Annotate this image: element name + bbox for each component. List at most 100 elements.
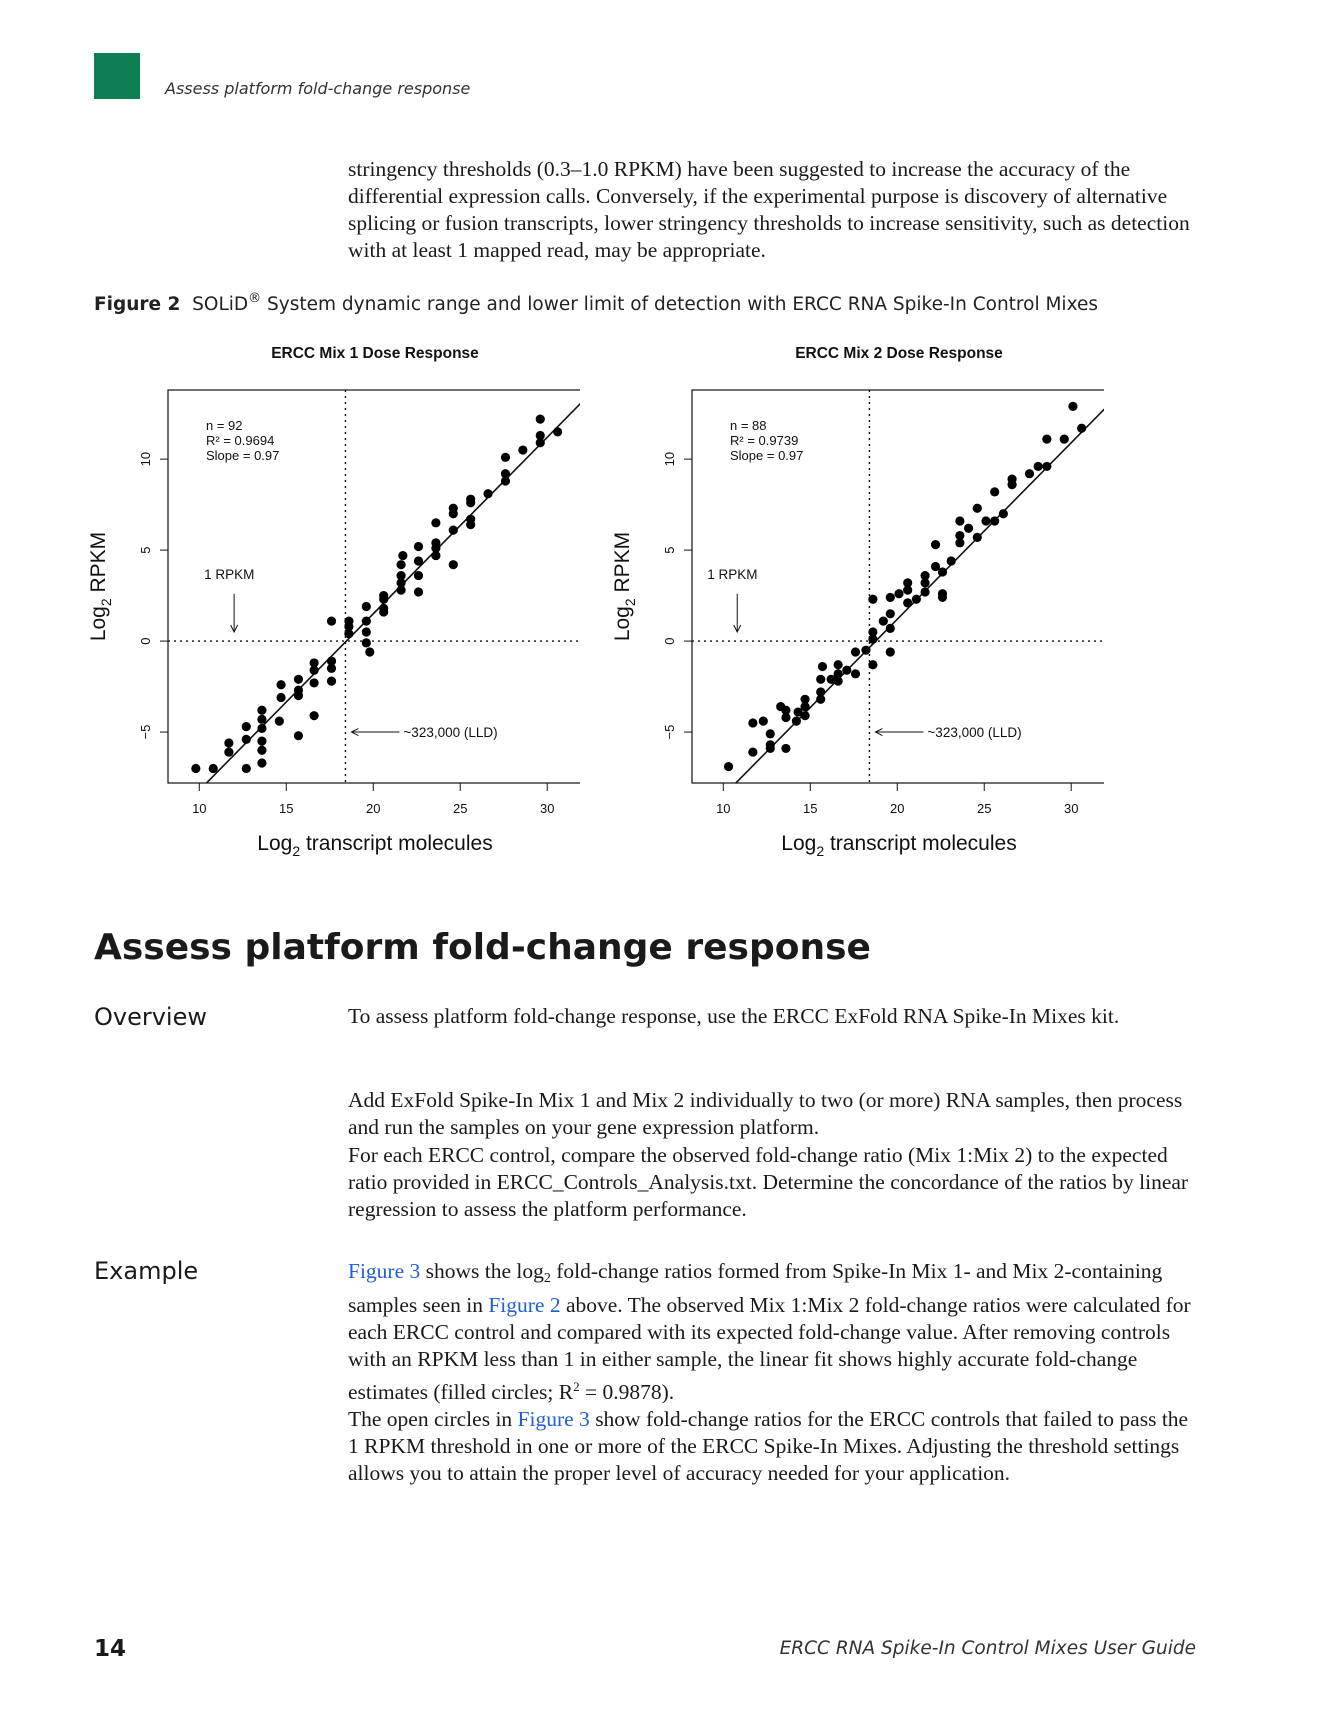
x-axis-label-rest: transcript molecules <box>300 832 493 855</box>
data-point <box>500 469 511 479</box>
figure-3-link[interactable]: Figure 3 <box>517 1407 590 1431</box>
data-point <box>765 743 775 754</box>
data-point <box>1033 461 1043 472</box>
data-point <box>955 516 965 526</box>
data-point <box>257 736 267 746</box>
intro-paragraph: stringency thresholds (0.3–1.0 RPKM) hav… <box>348 157 1190 262</box>
data-point <box>920 578 930 588</box>
data-point <box>361 627 371 637</box>
scatter-plot-svg: ERCC Mix 1 Dose Response 10 15 20 25 30 −5 0 5 10… <box>87 345 583 859</box>
registered-mark: ® <box>248 291 262 306</box>
mix2-dose-response-chart: ERCC Mix 2 Dose Response 10 15 20 25 30 −5 0 5 10… <box>604 340 1107 865</box>
data-point <box>1059 434 1069 444</box>
data-point <box>241 763 251 774</box>
data-point <box>224 747 234 757</box>
y-axis-label-log: Log <box>87 606 110 641</box>
data-point <box>224 738 234 748</box>
data-point <box>850 647 861 657</box>
x-axis-label-rest: transcript molecules <box>824 832 1017 855</box>
data-point <box>241 721 251 732</box>
example-paragraph-1: Figure 3 shows the log2 fold-change rati… <box>348 1258 1198 1406</box>
plot-area <box>191 401 582 783</box>
page-number: 14 <box>94 1636 127 1662</box>
y-tick-label: 5 <box>662 546 677 553</box>
x-axis-label-sub: 2 <box>292 843 300 859</box>
data-point <box>293 674 304 684</box>
rpkm-label: 1 RPKM <box>707 567 757 582</box>
data-point <box>817 661 828 672</box>
data-point <box>748 718 758 728</box>
data-point <box>800 701 810 712</box>
data-point <box>257 723 267 734</box>
overview-paragraph-2: Add ExFold Spike-In Mix 1 and Mix 2 indi… <box>348 1088 1183 1139</box>
data-point <box>208 763 218 774</box>
data-point <box>816 674 826 684</box>
data-point <box>781 705 791 715</box>
data-point <box>963 523 974 533</box>
data-point <box>398 550 408 561</box>
data-point <box>309 658 319 668</box>
fit-line <box>205 401 582 783</box>
data-point <box>257 705 267 715</box>
y-tick-label: −5 <box>662 725 677 740</box>
data-point <box>293 691 304 701</box>
data-point <box>800 694 810 704</box>
y-tick-label: 0 <box>662 637 677 644</box>
data-point <box>920 570 930 581</box>
data-point <box>535 438 545 448</box>
x-axis-label-log: Log <box>781 832 816 855</box>
data-point <box>937 567 948 577</box>
data-point <box>448 560 458 570</box>
data-point <box>309 711 319 721</box>
data-point <box>955 530 965 541</box>
data-point <box>535 430 545 441</box>
data-point <box>1024 469 1035 479</box>
y-tick-label: 10 <box>138 452 153 466</box>
stat-text: n = 92 <box>206 418 243 433</box>
data-point <box>365 647 375 657</box>
data-point <box>257 714 267 724</box>
rpkm-arrow-head <box>733 624 742 634</box>
data-point <box>431 518 441 528</box>
x-axis-label: Log2 transcript molecules <box>781 832 1016 859</box>
data-point <box>878 616 888 626</box>
data-point <box>396 585 406 595</box>
scatter-plot-svg: ERCC Mix 2 Dose Response 10 15 20 25 30 −5 0 5 10… <box>611 345 1107 859</box>
data-point <box>723 762 734 772</box>
figure-3-link[interactable]: Figure 3 <box>348 1259 421 1283</box>
data-point <box>431 550 441 561</box>
data-point <box>800 711 810 721</box>
figure-2-link[interactable]: Figure 2 <box>488 1293 561 1317</box>
data-point <box>413 570 424 581</box>
data-point <box>833 660 843 670</box>
data-point <box>500 452 511 462</box>
stat-text: Slope = 0.97 <box>730 448 803 463</box>
overview-paragraph-1: To assess platform fold-change response,… <box>348 1004 1120 1028</box>
data-point <box>1042 461 1052 472</box>
example-label: Example <box>94 1257 199 1285</box>
rpkm-arrow-head <box>230 624 239 634</box>
data-point <box>326 676 337 686</box>
data-point <box>990 487 1000 497</box>
y-axis-label-log: Log <box>611 606 634 641</box>
lld-arrow-head <box>350 728 359 737</box>
plot-area <box>723 401 1106 783</box>
example-text: shows the log <box>420 1259 544 1283</box>
y-tick-label: 10 <box>662 452 677 466</box>
data-point <box>946 556 956 566</box>
x-tick-label: 30 <box>540 801 554 816</box>
x-tick-label: 15 <box>803 801 817 816</box>
data-point <box>1077 423 1087 433</box>
x-tick-label: 30 <box>1064 801 1078 816</box>
data-point <box>483 489 493 499</box>
data-point <box>868 594 878 604</box>
stat-text: Slope = 0.97 <box>206 448 279 463</box>
stat-text: R² = 0.9739 <box>730 433 798 448</box>
data-point <box>868 634 878 644</box>
data-point <box>850 669 861 679</box>
data-point <box>765 729 775 739</box>
mix1-dose-response-chart: ERCC Mix 1 Dose Response 10 15 20 25 30 −5 0 5 10… <box>80 340 583 865</box>
data-point <box>466 514 476 524</box>
lld-label: ~323,000 (LLD) <box>927 725 1021 740</box>
brand-color-block <box>94 53 140 99</box>
